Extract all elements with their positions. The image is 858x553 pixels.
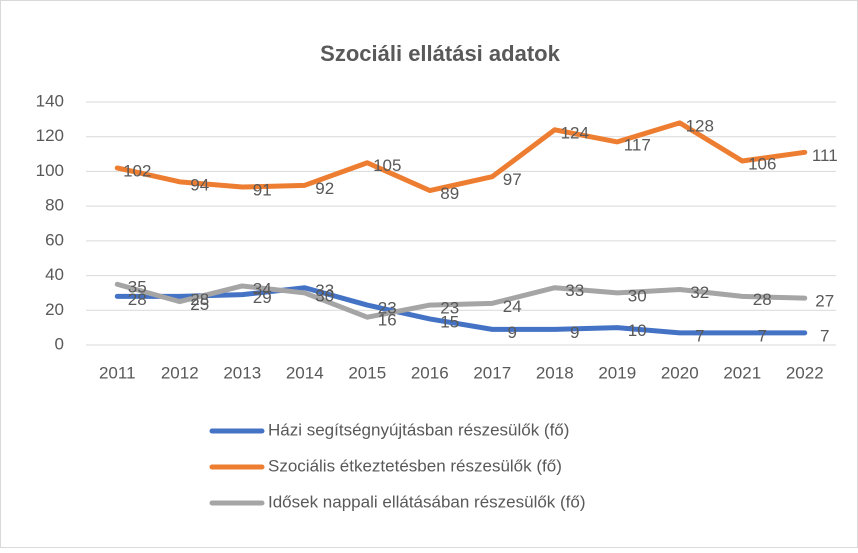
x-tick-label: 2017: [473, 363, 511, 382]
x-tick-label: 2020: [661, 363, 699, 382]
y-tick-label: 40: [45, 265, 64, 284]
y-tick-label: 20: [45, 300, 64, 319]
data-label: 7: [820, 326, 829, 345]
data-label: 27: [815, 292, 834, 311]
x-tick-label: 2012: [161, 363, 199, 382]
data-label: 32: [690, 283, 709, 302]
data-label: 91: [253, 181, 272, 200]
data-label: 10: [628, 321, 647, 340]
data-label: 30: [628, 286, 647, 305]
data-label: 34: [253, 279, 272, 298]
data-label: 28: [128, 290, 147, 309]
data-label: 35: [128, 278, 147, 297]
data-label: 33: [565, 281, 584, 300]
data-label: 97: [503, 170, 522, 189]
data-label: 23: [440, 299, 459, 318]
data-label: 106: [748, 154, 776, 173]
x-tick-label: 2011: [99, 363, 136, 382]
data-label: 25: [190, 295, 209, 314]
x-tick-label: 2019: [598, 363, 636, 382]
x-tick-label: 2021: [723, 363, 761, 382]
legend-label: Idősek nappali ellátásában részesülők (f…: [268, 492, 586, 511]
x-tick-label: 2014: [286, 363, 324, 382]
y-tick-label: 120: [36, 126, 64, 145]
data-label: 30: [315, 286, 334, 305]
data-label: 29: [253, 288, 272, 307]
y-tick-label: 80: [45, 196, 64, 215]
data-label: 92: [315, 179, 334, 198]
legend-label: Szociális étkeztetésben részesülők (fő): [268, 456, 562, 475]
data-label: 16: [378, 311, 397, 330]
x-tick-label: 2015: [348, 363, 386, 382]
chart-title: Szociáli ellátási adatok: [320, 41, 560, 66]
data-label: 28: [190, 290, 209, 309]
data-label: 7: [758, 326, 767, 345]
data-label: 23: [378, 299, 397, 318]
y-tick-label: 140: [36, 91, 64, 110]
y-tick-label: 0: [55, 334, 64, 353]
series-line: [114, 285, 808, 336]
data-label: 24: [503, 297, 522, 316]
data-label: 102: [123, 161, 151, 180]
y-tick-label: 100: [36, 161, 64, 180]
x-tick-label: 2013: [223, 363, 261, 382]
y-tick-label: 60: [45, 230, 64, 249]
x-tick-label: 2016: [411, 363, 449, 382]
series-line: [114, 120, 808, 194]
data-label: 7: [695, 326, 704, 345]
data-label: 33: [315, 281, 334, 300]
data-label: 94: [190, 175, 209, 194]
data-label: 15: [440, 312, 459, 331]
data-label: 111: [812, 146, 838, 165]
data-label: 128: [686, 116, 714, 135]
data-label: 9: [508, 323, 517, 342]
series-line: [114, 281, 808, 320]
legend-label: Házi segítségnyújtásban részesülők (fő): [268, 420, 569, 439]
data-label: 89: [440, 184, 459, 203]
data-label: 105: [373, 156, 401, 175]
data-label: 28: [753, 290, 772, 309]
x-tick-label: 2022: [786, 363, 824, 382]
data-label: 9: [570, 323, 579, 342]
x-tick-label: 2018: [536, 363, 574, 382]
data-label: 124: [561, 123, 589, 142]
data-label: 117: [624, 135, 651, 154]
